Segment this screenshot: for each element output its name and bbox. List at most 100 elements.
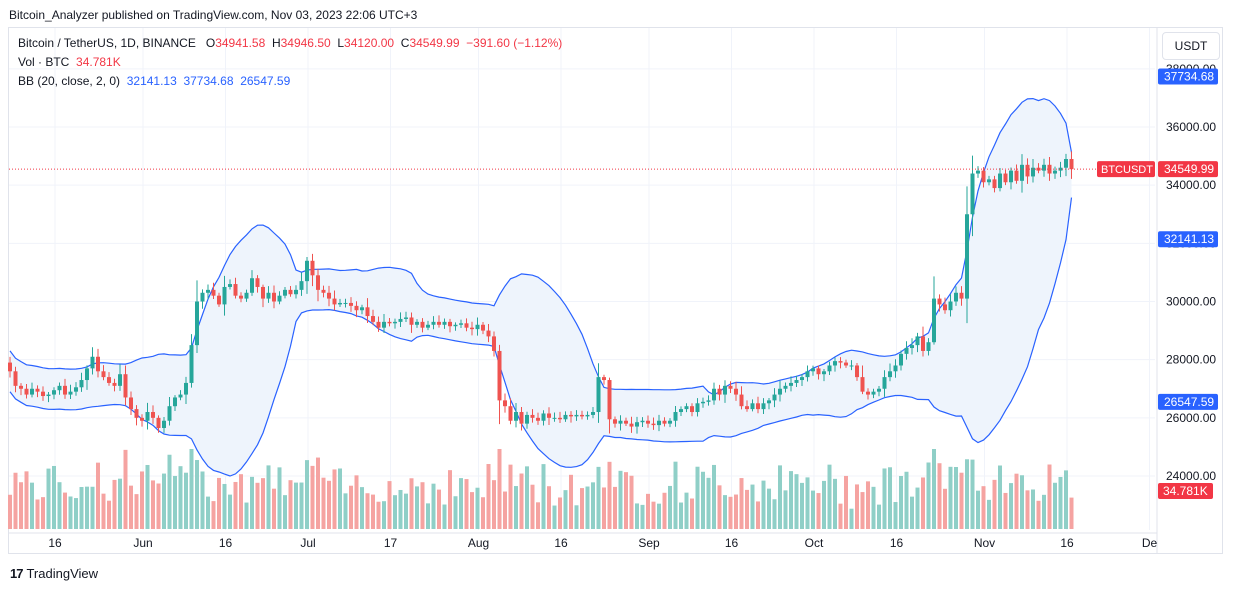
candle-body (74, 387, 78, 392)
volume-bar (679, 502, 683, 529)
candle-body (162, 420, 166, 429)
band-axis-label-bg (1158, 231, 1218, 248)
candle-body (206, 289, 210, 293)
candle-body (717, 388, 722, 395)
band-axis-label: 26547.59 (1164, 395, 1214, 409)
candle-body (30, 388, 34, 395)
chart-legend: Bitcoin / TetherUS, 1D, BINANCE O34941.5… (18, 34, 562, 91)
volume-bar (283, 495, 287, 529)
candle-body (145, 412, 150, 421)
volume-bar (173, 475, 177, 529)
volume-bar (635, 503, 639, 529)
candle-body (976, 170, 980, 174)
candle-body (46, 394, 51, 397)
volume-bar (239, 474, 243, 529)
volume-bar (305, 460, 309, 529)
candle-body (772, 394, 777, 401)
volume-bar (8, 494, 12, 529)
volume-bar (673, 461, 678, 529)
volume-bar (816, 493, 821, 529)
candle-body (310, 260, 315, 276)
candle-body (393, 321, 397, 324)
candle-body (970, 173, 975, 215)
candle-body (805, 371, 810, 378)
candle-body (723, 385, 727, 395)
candle-body (948, 301, 953, 311)
volume-bar (415, 486, 419, 529)
candle-body (607, 380, 612, 420)
volume-bar (981, 486, 986, 529)
volume-bar (442, 504, 447, 529)
candle-body (558, 417, 562, 420)
candle-body (739, 394, 744, 407)
candle-body (382, 321, 386, 328)
candle-body (233, 284, 238, 296)
tradingview-icon: 17 (10, 566, 24, 581)
volume-bar (151, 480, 155, 529)
bollinger-upper-line (9, 97, 1073, 396)
candle-body (1014, 170, 1019, 181)
volume-bar (288, 480, 293, 529)
legend-volume-label[interactable]: Vol · BTC (18, 55, 70, 69)
volume-bar (327, 480, 331, 529)
volume-bar (959, 472, 964, 529)
tradingview-logo[interactable]: 17 TradingView (10, 566, 98, 581)
volume-bar (618, 470, 623, 529)
volume-bar (448, 470, 452, 529)
volume-bar (420, 482, 425, 529)
candle-body (783, 385, 788, 389)
volume-bar (772, 499, 777, 529)
candle-body (904, 348, 909, 354)
volume-bar (690, 498, 694, 529)
volume-bar (1014, 473, 1019, 529)
volume-bar (833, 478, 837, 529)
candle-body (1020, 164, 1024, 181)
candle-body (261, 286, 265, 299)
volume-bar (118, 478, 122, 529)
volume-bar (662, 492, 667, 529)
volume-bar (783, 490, 788, 529)
candle-body (734, 388, 738, 395)
volume-bar (332, 469, 337, 529)
volume-bar (343, 493, 348, 529)
volume-bar (607, 461, 612, 529)
candle-body (250, 278, 254, 293)
volume-bar (189, 449, 194, 529)
bollinger-lower-line (9, 197, 1073, 477)
candle-body (442, 321, 447, 325)
volume-bar (30, 482, 34, 529)
candle-body (844, 362, 848, 366)
candle-body (448, 321, 452, 327)
candle-body (646, 420, 650, 424)
x-tick-label: Aug (468, 536, 489, 550)
candle-body (992, 179, 997, 189)
volume-bar (354, 475, 359, 529)
candle-body (349, 302, 353, 306)
candle-body (943, 304, 947, 311)
volume-bar (272, 488, 276, 529)
candle-body (591, 412, 595, 415)
candle-body (338, 302, 342, 305)
legend-bb-label[interactable]: BB (20, close, 2, 0) (18, 74, 121, 88)
volume-bar (910, 496, 914, 529)
volume-bar (101, 493, 106, 529)
volume-bar (96, 462, 100, 529)
chart-pane[interactable] (8, 27, 1223, 554)
candle-body (668, 420, 672, 424)
volume-bar (877, 504, 881, 529)
candle-body (525, 414, 529, 424)
candle-body (222, 286, 227, 305)
currency-selector[interactable]: USDT (1162, 32, 1220, 60)
volume-bar (943, 488, 947, 529)
candle-body (651, 423, 656, 426)
candle-body (239, 295, 243, 299)
legend-symbol[interactable]: Bitcoin / TetherUS, 1D, BINANCE (18, 36, 196, 50)
y-tick-label: 26000.00 (1166, 411, 1216, 425)
candle-body (294, 289, 298, 295)
candle-body (283, 289, 287, 296)
candle-body (695, 403, 700, 413)
candle-body (635, 422, 639, 427)
volume-bar (145, 464, 150, 529)
candle-body (910, 345, 914, 349)
